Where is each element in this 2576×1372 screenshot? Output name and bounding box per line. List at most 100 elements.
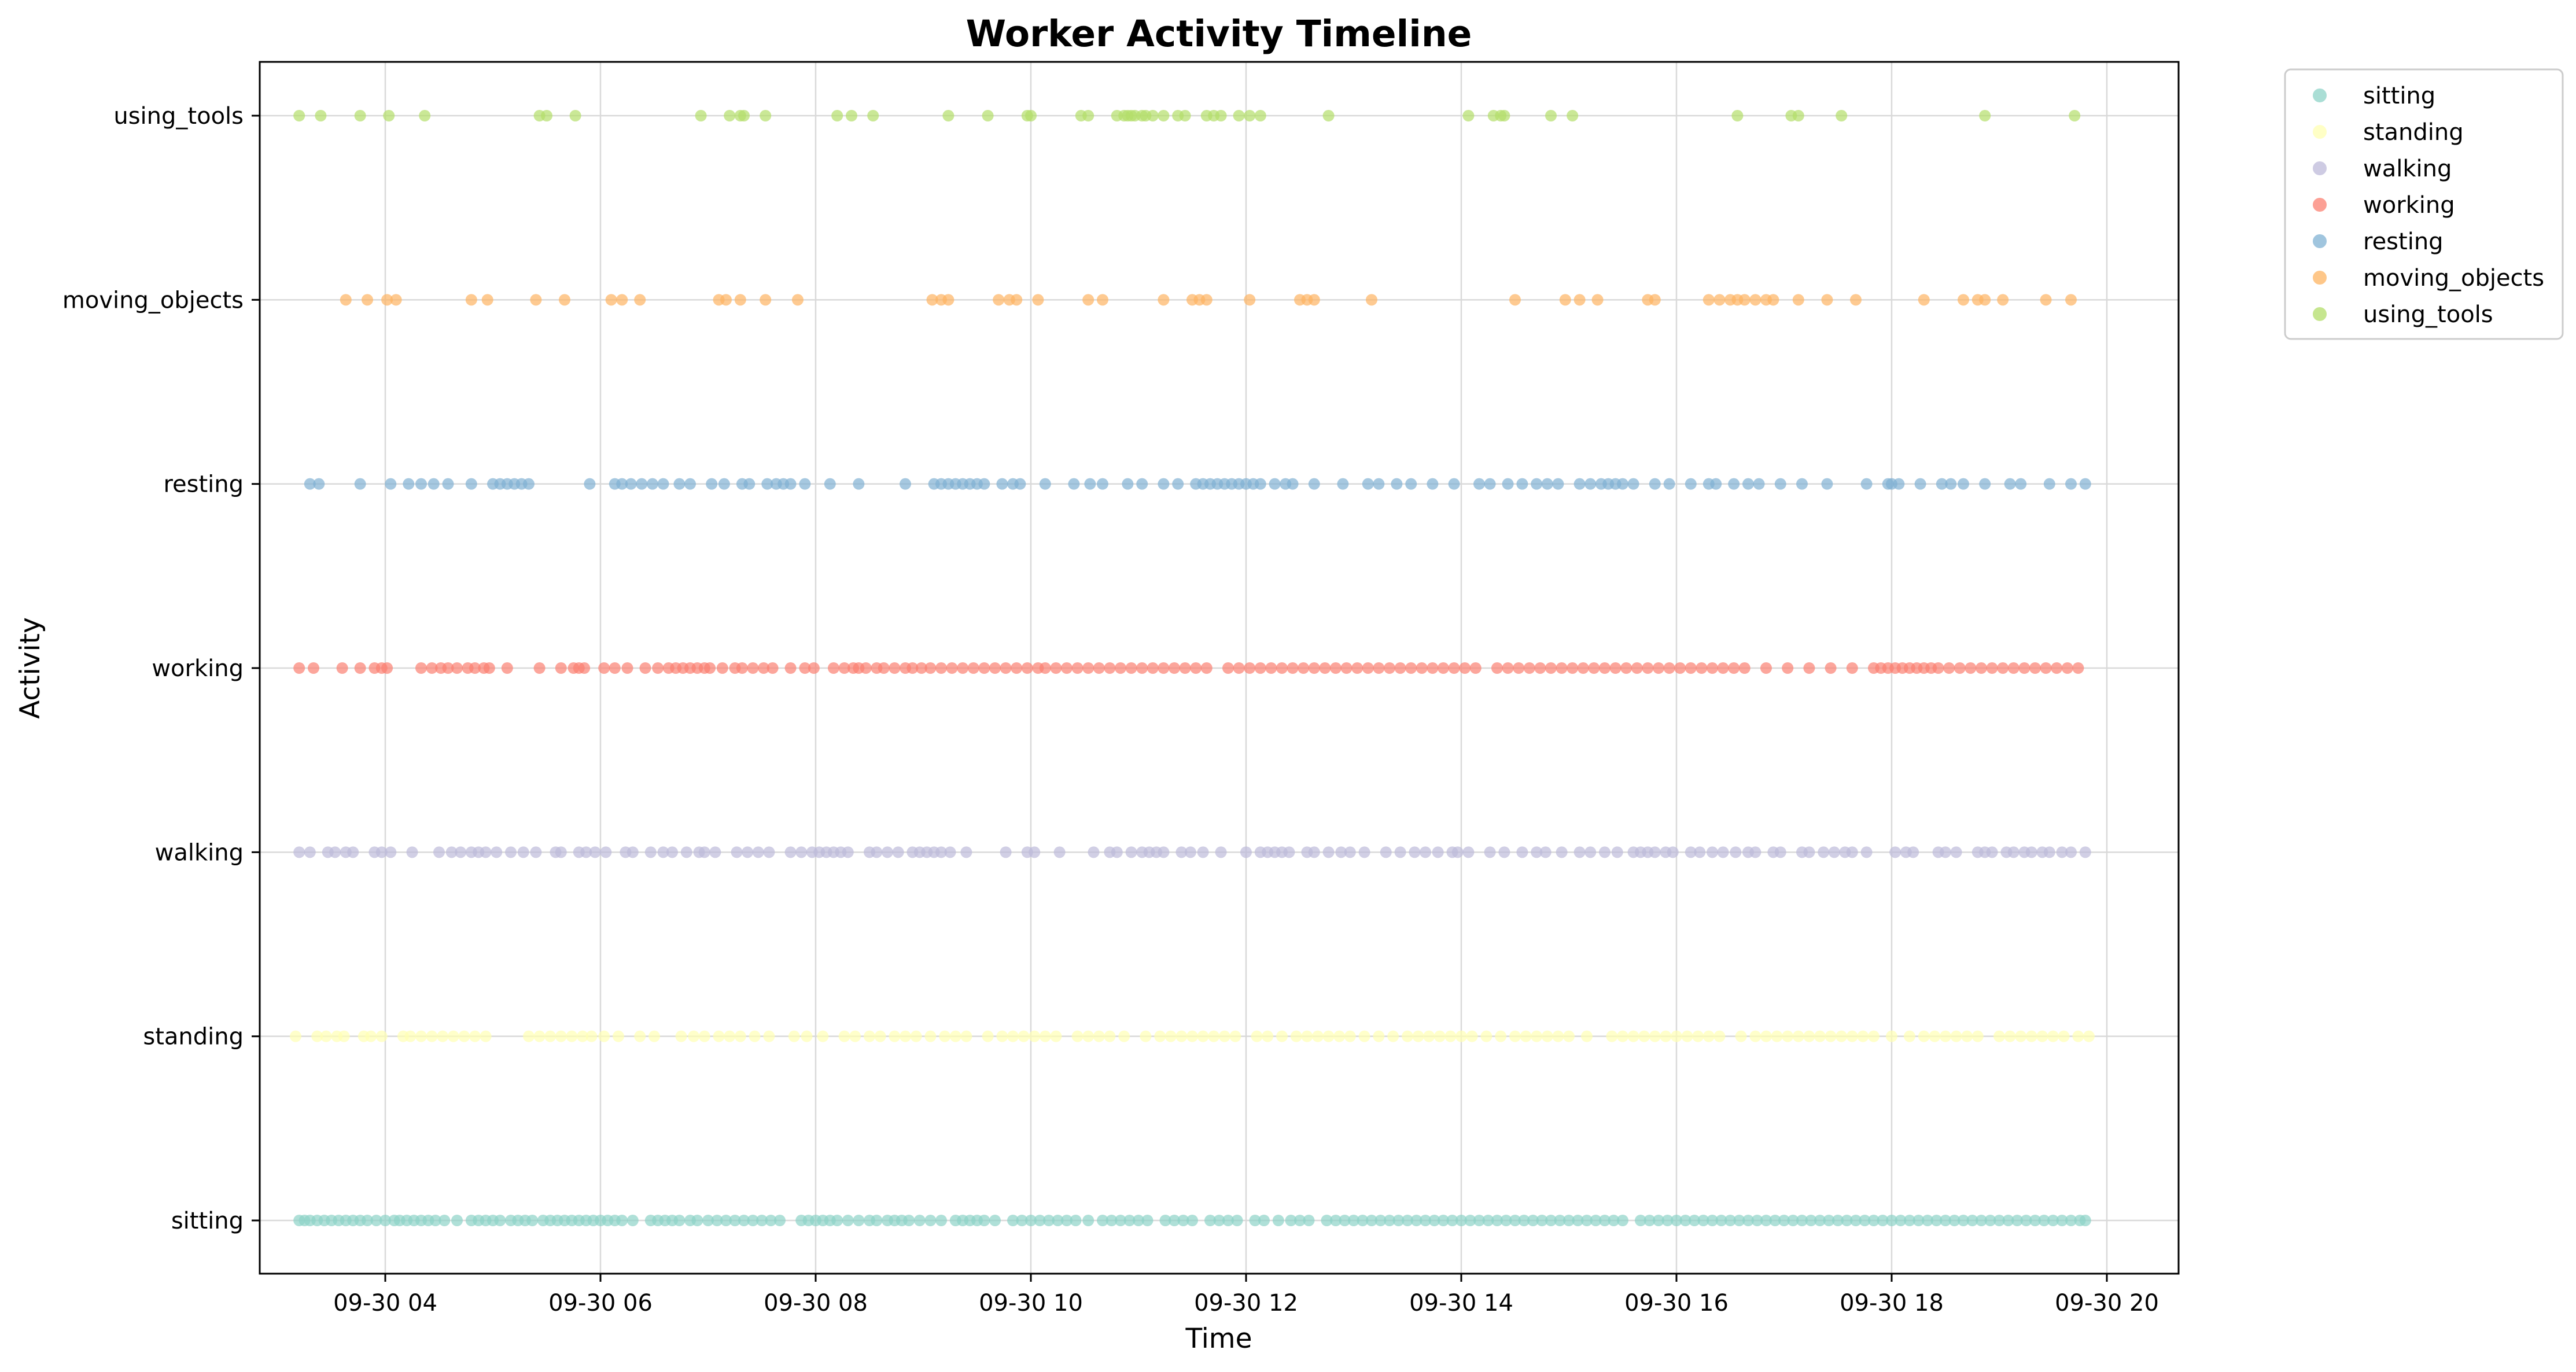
sitting-point	[1886, 1215, 1897, 1226]
standing-point	[320, 1030, 332, 1042]
sitting-point	[1940, 1215, 1951, 1226]
moving_objects-point	[1713, 294, 1726, 306]
working-point	[1491, 662, 1503, 674]
sitting-point	[1420, 1215, 1431, 1226]
resting-point	[2043, 478, 2055, 490]
sitting-point	[1796, 1215, 1808, 1226]
working-point	[639, 662, 651, 674]
x-tick-label: 09-30 08	[764, 1290, 868, 1316]
working-point	[747, 662, 759, 674]
walking-point	[1029, 846, 1041, 858]
working-point	[1021, 662, 1033, 674]
moving_objects-point	[1559, 294, 1571, 306]
sitting-point	[913, 1215, 926, 1226]
using_tools-point	[831, 110, 843, 121]
standing-point	[648, 1030, 660, 1042]
standing-point	[1857, 1030, 1869, 1042]
y-tick-label: working	[152, 655, 244, 682]
walking-point	[1215, 846, 1227, 858]
standing-point	[817, 1030, 829, 1042]
working-point	[766, 662, 779, 674]
sitting-point	[1993, 1215, 2005, 1226]
standing-point	[1480, 1030, 1492, 1042]
walking-point	[347, 846, 359, 858]
working-point	[1685, 662, 1697, 674]
working-point	[1330, 662, 1342, 674]
sitting-point	[1760, 1215, 1772, 1226]
resting-point	[584, 478, 596, 490]
moving_objects-point	[760, 294, 772, 306]
sitting-point	[702, 1215, 714, 1226]
working-point	[1254, 662, 1266, 674]
standing-point	[1039, 1030, 1051, 1042]
walking-point	[1803, 846, 1815, 858]
moving_objects-point	[1821, 294, 1833, 306]
standing-point	[1301, 1030, 1313, 1042]
sitting-point	[1231, 1215, 1243, 1226]
standing-point	[1251, 1030, 1263, 1042]
sitting-point	[1294, 1215, 1306, 1226]
legend-label-walking: walking	[2363, 156, 2452, 182]
using_tools-point	[1462, 110, 1475, 121]
working-point	[336, 662, 348, 674]
standing-point	[2058, 1030, 2070, 1042]
standing-point	[1886, 1030, 1897, 1042]
sitting-point	[747, 1215, 759, 1226]
working-point	[1738, 662, 1750, 674]
moving_objects-point	[559, 294, 570, 306]
resting-point	[1068, 478, 1080, 490]
walking-point	[960, 846, 972, 858]
working-point	[1588, 662, 1600, 674]
standing-point	[1760, 1030, 1772, 1042]
sitting-point	[1272, 1215, 1284, 1226]
walking-point	[657, 846, 669, 858]
working-point	[2040, 662, 2052, 674]
sitting-point	[429, 1215, 441, 1226]
moving_objects-point	[1032, 294, 1044, 306]
moving_objects-point	[1649, 294, 1661, 306]
walking-point	[1649, 846, 1661, 858]
x-axis: 09-30 04 09-30 06 09-30 08 09-30 10 09-30 12…	[333, 1274, 2159, 1316]
sitting-point	[1635, 1215, 1646, 1226]
working-point	[838, 662, 850, 674]
working-point	[906, 662, 919, 674]
standing-point	[763, 1030, 775, 1042]
standing-point	[1836, 1030, 1848, 1042]
using_tools-point	[942, 110, 955, 121]
standing-point	[1552, 1030, 1564, 1042]
sitting-point	[1904, 1215, 1915, 1226]
standing-point	[437, 1030, 449, 1042]
resting-point	[1254, 478, 1266, 490]
resting-point	[1541, 478, 1553, 490]
walking-point	[1344, 846, 1356, 858]
moving_objects-point	[1997, 294, 2009, 306]
resting-point	[684, 478, 696, 490]
standing-point	[1825, 1030, 1837, 1042]
resting-point	[1084, 478, 1096, 490]
working-point	[1244, 662, 1256, 674]
legend-marker-standing	[2313, 125, 2327, 139]
standing-point	[634, 1030, 646, 1042]
working-point	[784, 662, 797, 674]
standing-point	[1423, 1030, 1435, 1042]
standing-point	[1186, 1030, 1198, 1042]
sitting-point	[935, 1215, 947, 1226]
resting-point	[2079, 478, 2091, 490]
sitting-point	[526, 1215, 539, 1226]
sitting-point	[774, 1215, 786, 1226]
standing-point	[1118, 1030, 1130, 1042]
standing-point	[838, 1030, 850, 1042]
using_tools-point	[1567, 110, 1579, 121]
working-point	[978, 662, 990, 674]
sitting-point	[1617, 1215, 1628, 1226]
chart-title: Worker Activity Timeline	[966, 13, 1472, 55]
walking-point	[1516, 846, 1528, 858]
moving_objects-point	[993, 294, 1005, 306]
walking-point	[1694, 846, 1706, 858]
sitting-point	[1715, 1215, 1727, 1226]
sitting-point	[2029, 1215, 2041, 1226]
sitting-point	[2056, 1215, 2068, 1226]
using_tools-point	[1215, 110, 1227, 121]
walking-point	[1986, 846, 1998, 858]
